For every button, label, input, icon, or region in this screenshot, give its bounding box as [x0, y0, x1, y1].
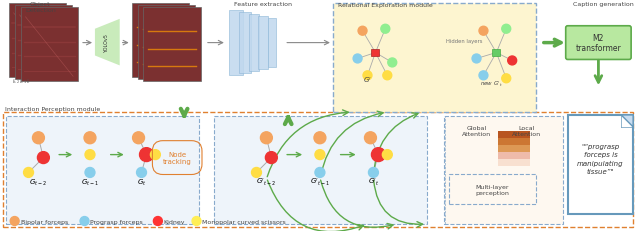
Circle shape	[383, 72, 392, 80]
Circle shape	[363, 72, 372, 80]
Text: $G_{t-1}$: $G_{t-1}$	[81, 177, 99, 188]
FancyBboxPatch shape	[143, 8, 201, 82]
Circle shape	[10, 217, 19, 225]
Text: Node
tracking: Node tracking	[163, 152, 191, 164]
Circle shape	[315, 168, 325, 178]
Polygon shape	[95, 20, 120, 66]
Text: $G_t$: $G_t$	[137, 177, 147, 188]
FancyBboxPatch shape	[9, 4, 66, 78]
Circle shape	[365, 132, 376, 144]
FancyBboxPatch shape	[228, 11, 243, 76]
FancyBboxPatch shape	[371, 49, 380, 57]
Text: $new\ G'_t$: $new\ G'_t$	[480, 80, 503, 89]
FancyBboxPatch shape	[20, 8, 78, 82]
Circle shape	[154, 217, 163, 225]
Circle shape	[472, 55, 481, 64]
FancyBboxPatch shape	[248, 15, 259, 72]
Circle shape	[150, 150, 161, 160]
Text: $I_{t{\text{-}}1}$: $I_{t{\text{-}}1}$	[19, 77, 26, 86]
Circle shape	[80, 217, 89, 225]
Circle shape	[33, 132, 44, 144]
FancyBboxPatch shape	[15, 6, 72, 80]
FancyBboxPatch shape	[333, 4, 536, 112]
Circle shape	[382, 150, 392, 160]
Text: Interaction Perception module: Interaction Perception module	[4, 106, 100, 112]
Circle shape	[479, 72, 488, 80]
Circle shape	[388, 59, 397, 68]
Text: M2
transformer: M2 transformer	[575, 34, 621, 53]
FancyBboxPatch shape	[3, 112, 633, 227]
Text: Hidden layers: Hidden layers	[446, 39, 483, 44]
Text: $G'_{t-2}$: $G'_{t-2}$	[257, 176, 276, 188]
Text: $I_{t{\text{-}}2}$: $I_{t{\text{-}}2}$	[12, 77, 19, 86]
Circle shape	[479, 27, 488, 36]
Circle shape	[502, 25, 511, 34]
Circle shape	[252, 168, 261, 178]
Circle shape	[84, 132, 96, 144]
FancyBboxPatch shape	[214, 116, 427, 224]
Circle shape	[260, 132, 273, 144]
FancyBboxPatch shape	[259, 17, 268, 70]
Text: Relational Exploration module: Relational Exploration module	[338, 3, 433, 8]
Circle shape	[381, 25, 390, 34]
FancyBboxPatch shape	[499, 159, 530, 166]
Text: $G'_t$: $G'_t$	[367, 176, 380, 188]
Text: "“prograsp
forceps is
manipulating
tissue”": "“prograsp forceps is manipulating tissu…	[577, 143, 624, 175]
FancyBboxPatch shape	[566, 27, 631, 60]
Text: $G'$: $G'$	[363, 75, 372, 85]
Circle shape	[140, 148, 154, 162]
Circle shape	[314, 132, 326, 144]
Circle shape	[371, 148, 385, 162]
Circle shape	[136, 168, 147, 178]
FancyBboxPatch shape	[138, 6, 195, 80]
Circle shape	[38, 152, 49, 164]
Circle shape	[353, 55, 362, 64]
Circle shape	[132, 132, 145, 144]
Polygon shape	[621, 116, 633, 127]
Text: $G_{t-2}$: $G_{t-2}$	[29, 177, 47, 188]
Circle shape	[508, 57, 516, 66]
Text: Local
Attention: Local Attention	[511, 125, 541, 136]
FancyBboxPatch shape	[6, 116, 199, 224]
FancyBboxPatch shape	[132, 4, 189, 78]
Text: Monopolar curved scissors: Monopolar curved scissors	[202, 219, 286, 224]
Circle shape	[85, 168, 95, 178]
Text: Caption generation: Caption generation	[573, 2, 634, 7]
Circle shape	[266, 152, 277, 164]
Circle shape	[315, 150, 325, 160]
Text: Kidney: Kidney	[164, 219, 186, 224]
Text: $G'_{t-1}$: $G'_{t-1}$	[310, 176, 330, 188]
FancyBboxPatch shape	[492, 49, 500, 57]
Circle shape	[192, 217, 201, 225]
Circle shape	[369, 168, 378, 178]
Text: Global
Attention: Global Attention	[462, 125, 491, 136]
Circle shape	[85, 150, 95, 160]
FancyBboxPatch shape	[239, 13, 251, 73]
Text: Object
Detection: Object Detection	[25, 2, 56, 13]
Text: Prograsp forceps: Prograsp forceps	[90, 219, 143, 224]
Circle shape	[358, 27, 367, 36]
FancyBboxPatch shape	[499, 145, 530, 152]
Text: Feature extraction: Feature extraction	[234, 2, 292, 7]
FancyBboxPatch shape	[268, 19, 276, 68]
Text: Bipolar forceps: Bipolar forceps	[20, 219, 68, 224]
Text: $I_t$: $I_t$	[26, 77, 31, 86]
Circle shape	[24, 168, 33, 178]
FancyBboxPatch shape	[568, 116, 633, 214]
FancyBboxPatch shape	[444, 116, 563, 224]
Text: YOLOv5: YOLOv5	[104, 34, 109, 53]
FancyBboxPatch shape	[499, 138, 530, 145]
Circle shape	[502, 75, 511, 83]
FancyBboxPatch shape	[499, 131, 530, 138]
FancyBboxPatch shape	[499, 152, 530, 159]
Text: Multi-layer
perception: Multi-layer perception	[476, 184, 509, 195]
